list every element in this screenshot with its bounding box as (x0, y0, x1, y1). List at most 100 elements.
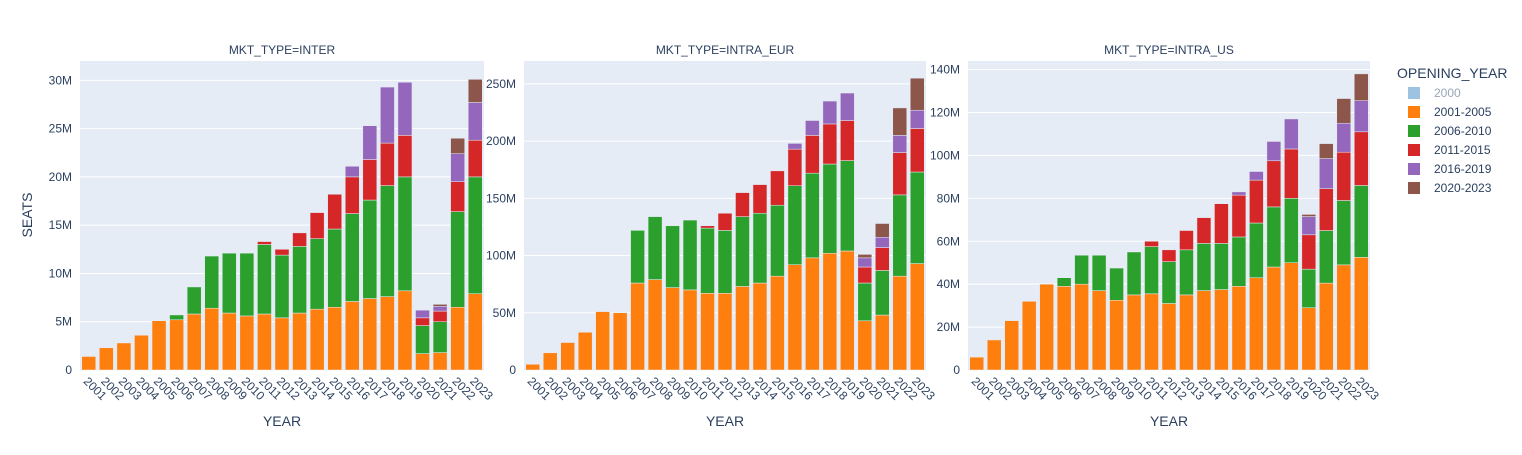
bar-segment (1249, 222, 1264, 278)
legend-label[interactable]: 2000 (1434, 86, 1461, 100)
legend-item[interactable]: 2020-2023 (1408, 181, 1492, 195)
bar-segment (717, 293, 733, 371)
bar-segment (700, 225, 715, 229)
bar-segment (612, 312, 628, 371)
y-tick-label: 140M (930, 63, 960, 77)
bar-segment (415, 325, 430, 354)
y-tick-label: 0 (953, 363, 960, 377)
y-tick-label: 0 (509, 363, 516, 377)
legend-item[interactable]: 2001-2005 (1408, 105, 1492, 119)
bar-segment (910, 109, 925, 129)
bar-segment (432, 310, 448, 322)
bar-segment (630, 230, 645, 284)
bar-segment (1039, 283, 1054, 371)
bar-segment (380, 86, 395, 144)
y-axis-label: SEATS (19, 193, 35, 238)
bar-segment (682, 289, 698, 371)
legend-swatch[interactable] (1408, 144, 1420, 156)
legend-swatch[interactable] (1408, 87, 1420, 99)
bar-segment (1354, 100, 1369, 133)
y-tick-label: 40M (937, 277, 960, 291)
legend-label[interactable]: 2016-2019 (1434, 162, 1492, 176)
bar-segment (1144, 293, 1159, 371)
legend-item[interactable]: 2016-2019 (1408, 162, 1492, 176)
bar-segment (577, 331, 593, 371)
y-tick-label: 30M (49, 73, 72, 87)
y-tick-label: 60M (937, 234, 960, 248)
bar-segment (1266, 160, 1282, 208)
bar-segment (151, 320, 167, 371)
bar-segment (787, 148, 803, 186)
bar-segment (1161, 261, 1177, 304)
bar-segment (822, 123, 838, 165)
y-tick-label: 100M (930, 148, 960, 162)
bar-segment (1074, 254, 1089, 285)
bar-segment (752, 184, 768, 214)
bar-segment (1196, 217, 1212, 244)
legend-swatch[interactable] (1408, 163, 1420, 175)
bar-segment (1284, 198, 1299, 263)
bar-segment (665, 225, 680, 288)
x-axis-label: YEAR (1150, 413, 1188, 429)
bar-segment (292, 232, 307, 247)
legend-label[interactable]: 2006-2010 (1434, 124, 1492, 138)
legend-swatch[interactable] (1408, 125, 1420, 137)
bar-segment (257, 244, 272, 315)
bar-segment (397, 81, 413, 136)
bar-segment (857, 266, 873, 284)
legend-label[interactable]: 2001-2005 (1434, 105, 1492, 119)
bar-segment (344, 176, 360, 214)
panel-1: 05M10M15M20M25M30M2001200220032004200520… (49, 43, 496, 429)
legend-label[interactable]: 2011-2015 (1434, 143, 1491, 157)
bar-segment (204, 255, 220, 309)
bar-segment (1126, 251, 1142, 296)
bar-segment (840, 160, 855, 252)
bar-segment (1354, 73, 1369, 101)
legend-swatch[interactable] (1408, 182, 1420, 194)
bar-segment (1301, 214, 1317, 217)
legend-item[interactable]: 2011-2015 (1408, 143, 1491, 157)
bar-segment (857, 257, 873, 268)
bar-segment (1231, 286, 1247, 371)
bar-segment (309, 212, 325, 239)
bar-segment (380, 185, 395, 297)
bar-segment (450, 211, 465, 308)
bar-segment (1249, 277, 1264, 371)
bar-segment (1144, 241, 1159, 247)
bar-segment (1161, 303, 1177, 371)
bar-segment (1109, 267, 1124, 301)
y-tick-label: 20M (937, 320, 960, 334)
bar-segment (805, 120, 820, 136)
y-tick-label: 50M (493, 306, 516, 320)
bar-segment (735, 286, 750, 371)
legend-item[interactable]: 2006-2010 (1408, 124, 1492, 138)
bar-segment (274, 317, 290, 371)
legend-title: OPENING_YEAR (1397, 65, 1507, 81)
bar-segment (274, 254, 290, 319)
bar-segment (1319, 230, 1334, 284)
bar-segment (1196, 243, 1212, 291)
bar-segment (875, 247, 890, 271)
bar-segment (875, 270, 890, 316)
bar-segment (1336, 264, 1352, 371)
bar-segment (787, 185, 803, 265)
legend-item[interactable]: 2000 (1408, 86, 1461, 100)
bar-segment (857, 320, 873, 371)
y-tick-label: 150M (486, 191, 516, 205)
bar-segment (700, 293, 715, 371)
bar-segment (805, 135, 820, 174)
y-tick-label: 100M (486, 249, 516, 263)
bar-segment (840, 120, 855, 161)
bar-segment (257, 241, 272, 245)
bar-segment (805, 257, 820, 371)
bar-segment (717, 230, 733, 294)
bar-segment (892, 275, 908, 371)
bar-segment (770, 170, 785, 206)
bar-segment (752, 212, 768, 284)
legend-swatch[interactable] (1408, 106, 1420, 118)
bar-segment (467, 102, 483, 141)
legend-label[interactable]: 2020-2023 (1434, 181, 1492, 195)
bar-segment (1179, 294, 1194, 371)
y-tick-label: 80M (937, 191, 960, 205)
